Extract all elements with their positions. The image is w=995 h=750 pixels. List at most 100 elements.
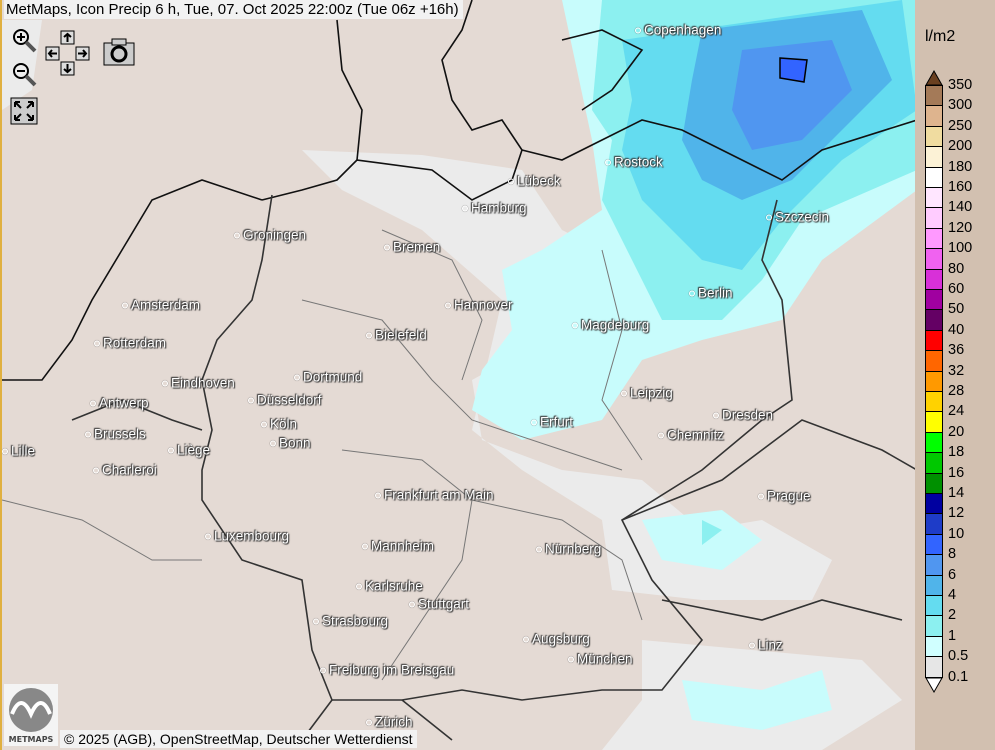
city-label: Bonn	[270, 436, 311, 451]
city-label: München	[568, 652, 633, 667]
precip-trace-area	[2, 20, 902, 750]
legend-swatch	[925, 248, 943, 270]
legend-label: 40	[948, 321, 965, 338]
city-label: Brussels	[85, 427, 146, 442]
copyright-text: © 2025 (AGB), OpenStreetMap, Deutscher W…	[60, 730, 417, 748]
legend-label: 18	[948, 444, 965, 461]
legend-swatch	[925, 166, 943, 188]
legend-label: 14	[948, 485, 965, 501]
legend-label: 32	[948, 362, 965, 379]
metmaps-logo: METMAPS	[4, 684, 58, 746]
legend-label: 0.1	[948, 668, 969, 685]
legend-label: 6	[948, 566, 957, 583]
city-label: Karlsruhe	[356, 579, 423, 594]
city-label: Köln	[261, 417, 297, 432]
legend-label: 120	[948, 219, 973, 236]
legend-swatch	[925, 146, 943, 168]
legend-swatch	[925, 391, 943, 413]
city-label: Hamburg	[462, 201, 527, 216]
legend-label: 10	[948, 525, 965, 542]
city-label: Luxembourg	[205, 529, 289, 544]
city-label: Strasbourg	[313, 614, 388, 629]
city-label: Nürnberg	[536, 542, 601, 557]
camera-icon[interactable]	[102, 38, 136, 66]
legend-label: 300	[948, 97, 973, 114]
legend-swatch	[925, 309, 943, 331]
map-title: MetMaps, Icon Precip 6 h, Tue, 07. Oct 2…	[4, 0, 463, 19]
legend-swatch	[925, 227, 943, 250]
legend-label: 50	[948, 301, 965, 318]
legend-label: 28	[948, 383, 965, 399]
city-label: Dresden	[713, 408, 773, 423]
city-label: Chemnitz	[658, 428, 724, 443]
legend-label: 100	[948, 240, 973, 257]
city-label: Copenhagen	[635, 23, 721, 38]
legend-top-arrow	[925, 70, 943, 86]
legend-label: 200	[948, 138, 973, 155]
legend-swatch	[925, 289, 943, 311]
city-label: Frankfurt am Main	[375, 488, 494, 503]
city-label: Szczecin	[766, 210, 829, 225]
city-label: Groningen	[234, 228, 306, 243]
zoom-out-icon[interactable]	[10, 60, 40, 90]
legend-label: 20	[948, 423, 965, 440]
legend-label: 180	[948, 158, 973, 175]
zoom-in-icon[interactable]	[10, 26, 40, 56]
legend-swatch	[925, 533, 943, 556]
coastlines	[2, 0, 917, 381]
city-label: Bremen	[384, 240, 440, 255]
city-label: Erfurt	[531, 415, 573, 430]
precip-6mm-area	[732, 40, 852, 150]
legend-label: 12	[948, 505, 965, 522]
legend-label: 0.5	[948, 648, 969, 665]
legend-swatch	[925, 125, 943, 148]
legend-swatch	[925, 207, 943, 229]
legend-label: 16	[948, 464, 965, 481]
legend-label: 80	[948, 260, 965, 277]
legend-swatch	[925, 350, 943, 372]
city-label: Eindhoven	[162, 376, 235, 391]
city-label: Lille	[2, 444, 35, 459]
legend-swatch	[925, 452, 943, 474]
city-label: Prague	[758, 489, 811, 504]
legend-label: 250	[948, 117, 973, 134]
region-borders	[2, 229, 643, 681]
city-label: Düsseldorf	[248, 393, 322, 408]
city-label: Antwerp	[90, 396, 149, 411]
legend-swatch	[925, 554, 943, 576]
city-label: Rostock	[605, 155, 663, 170]
city-label: Stuttgart	[409, 597, 469, 612]
city-label: Dortmund	[294, 370, 362, 385]
city-label: Charleroi	[93, 463, 157, 478]
legend-swatch	[925, 329, 943, 352]
legend-label: 36	[948, 342, 965, 359]
map-canvas[interactable]: MetMaps, Icon Precip 6 h, Tue, 07. Oct 2…	[0, 0, 917, 750]
legend-label: 60	[948, 281, 965, 297]
legend-swatch	[925, 268, 943, 290]
city-label: Amsterdam	[122, 298, 200, 313]
legend-swatch	[925, 656, 943, 678]
precipitation-layer	[2, 0, 917, 750]
city-label: Liège	[168, 443, 210, 458]
legend-swatch	[925, 615, 943, 637]
city-label: Freiburg im Breisgau	[320, 663, 454, 678]
legend-label: 2	[948, 607, 957, 624]
legend-swatch	[925, 493, 943, 515]
city-label: Leipzig	[621, 386, 673, 401]
legend-swatch	[925, 635, 943, 658]
legend-swatch	[925, 411, 943, 433]
legend-swatch	[925, 431, 943, 454]
legend-swatch	[925, 513, 943, 535]
city-label: Magdeburg	[572, 318, 649, 333]
city-label: Zürich	[366, 715, 413, 730]
pan-arrows-icon[interactable]	[44, 30, 92, 76]
fullscreen-icon[interactable]	[10, 97, 38, 125]
precip-8mm-area	[779, 57, 808, 83]
city-label: Bielefeld	[366, 328, 427, 343]
city-label: Lübeck	[508, 174, 561, 189]
legend-label: 350	[948, 77, 973, 93]
city-label: Berlin	[689, 286, 733, 301]
city-label: Mannheim	[362, 539, 434, 554]
legend-swatch	[925, 85, 943, 107]
legend-bottom-arrow	[925, 677, 943, 693]
